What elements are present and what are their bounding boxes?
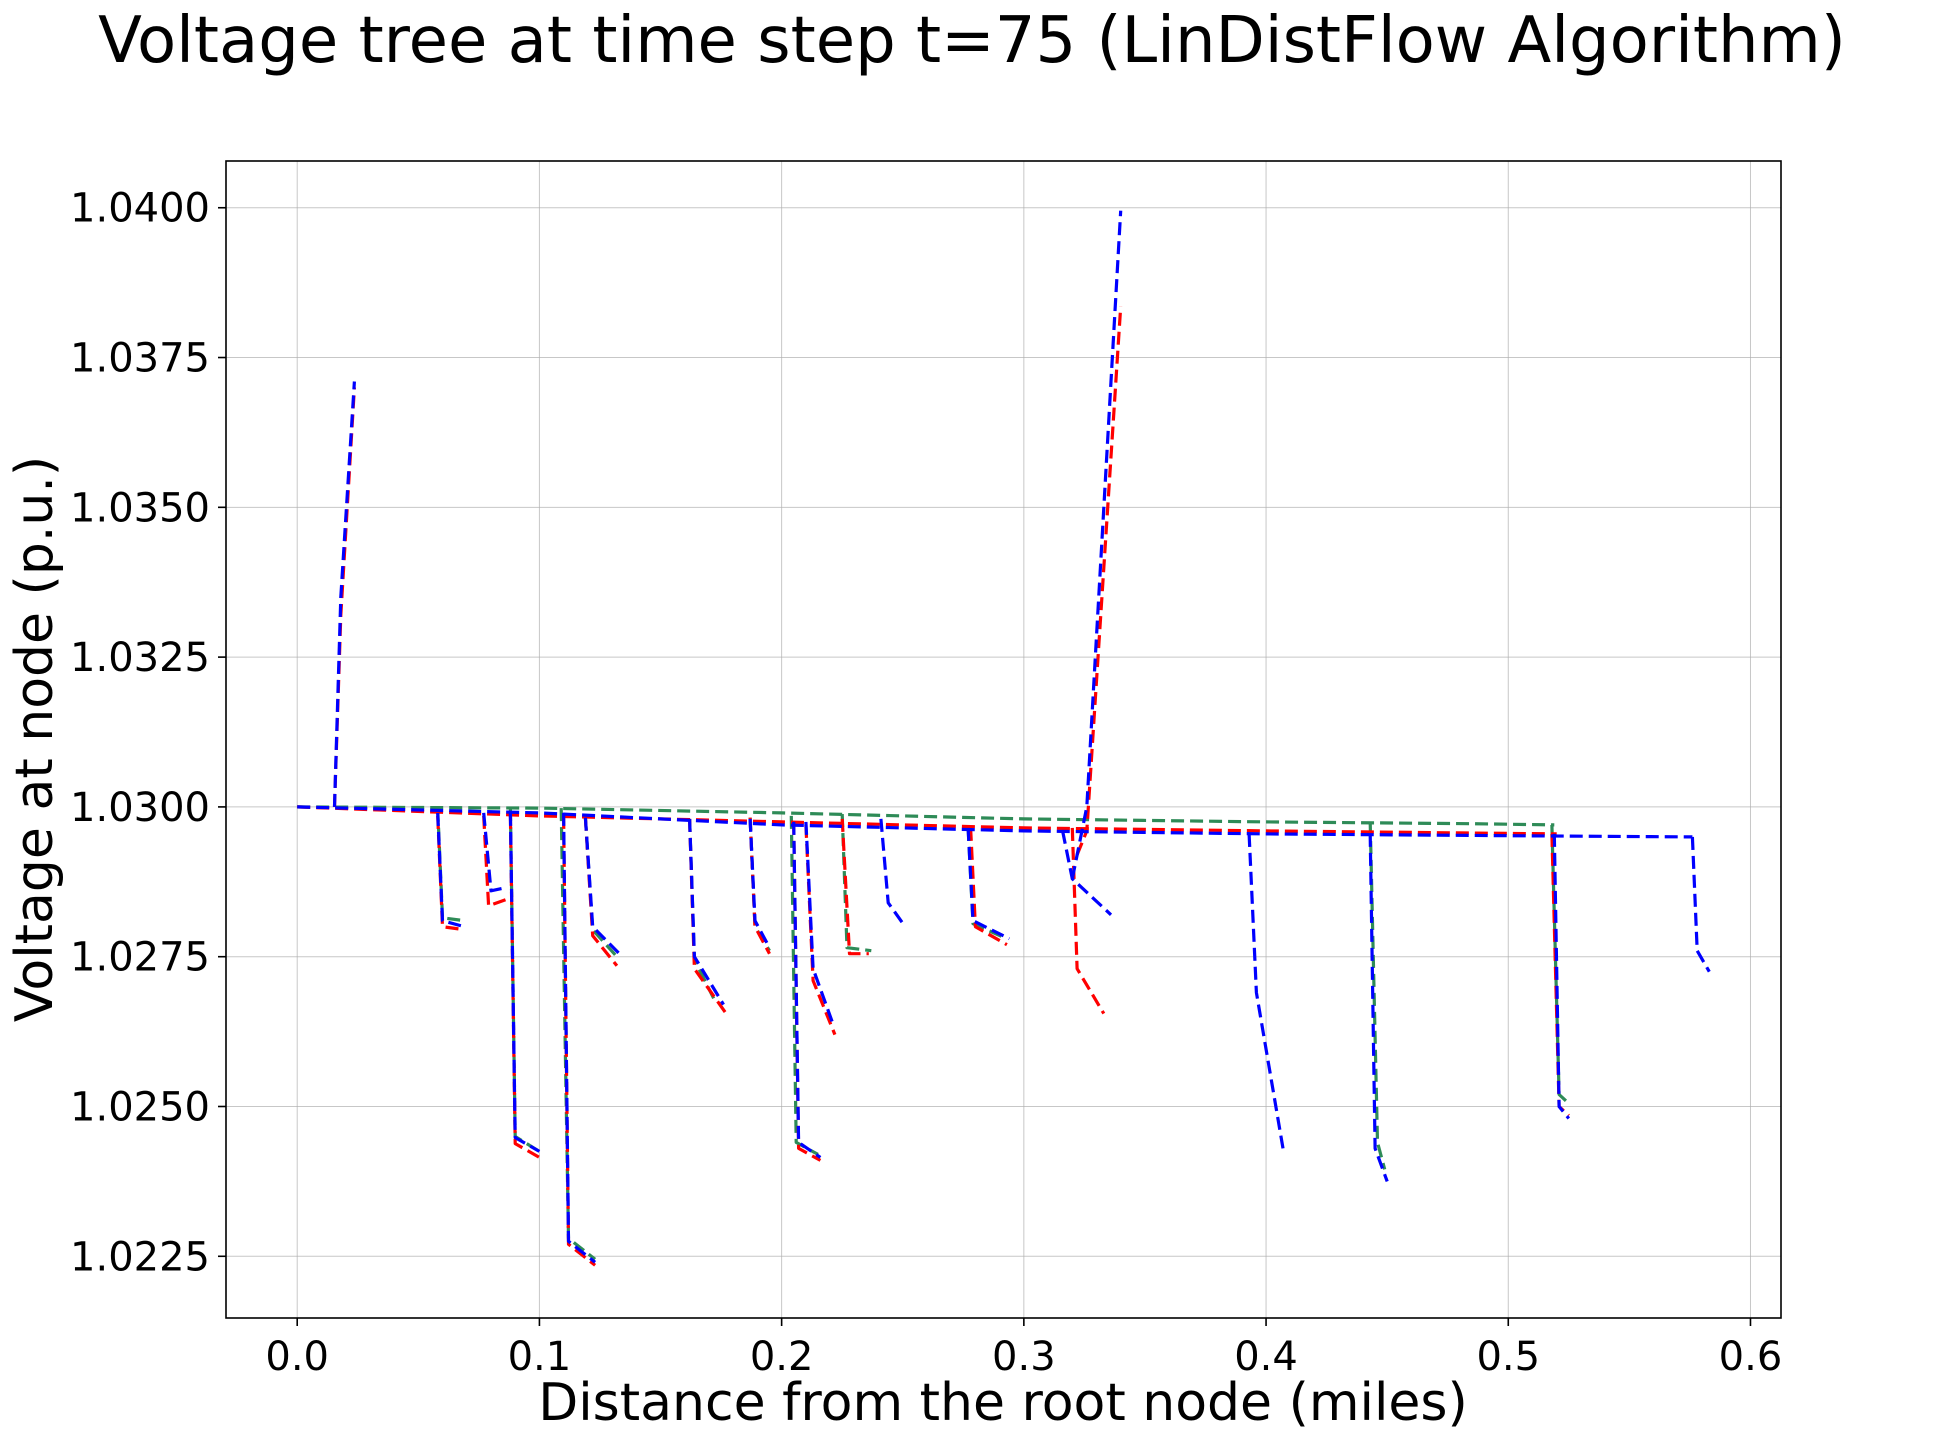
series-2-segment-9 <box>792 821 822 1159</box>
series-1-segment-6 <box>583 817 619 967</box>
series-1-segment-4 <box>508 815 541 1159</box>
x-tick-label: 0.0 <box>265 1334 329 1380</box>
chart-title: Voltage tree at time step t=75 (LinDistF… <box>98 4 1846 78</box>
y-axis-ticks: 1.0225 1.0250 1.0275 1.0300 1.0325 1.0350 1.03… <box>70 186 226 1280</box>
series-1-segment-10 <box>804 824 837 1036</box>
series-0-segment-11 <box>1550 824 1570 1105</box>
series-1-segment-11 <box>840 818 869 956</box>
y-tick-label: 1.0400 <box>70 186 210 232</box>
series-2-segment-6 <box>583 817 621 955</box>
x-axis-label: Distance from the root node (miles) <box>538 1373 1468 1433</box>
series-2 <box>297 210 1711 1264</box>
series-2-segment-18 <box>1690 836 1711 973</box>
series-2-segment-4 <box>508 812 541 1153</box>
grid <box>226 161 1781 1318</box>
plot-lines <box>297 210 1711 1267</box>
series-2-segment-1 <box>332 381 356 807</box>
series-2-segment-7 <box>688 818 725 1006</box>
x-tick-label: 0.1 <box>508 1334 572 1380</box>
y-tick-label: 1.0375 <box>70 336 210 382</box>
y-tick-label: 1.0275 <box>70 935 210 981</box>
series-2-segment-2 <box>436 812 465 929</box>
plot-area-frame <box>225 160 1782 1319</box>
series-1-segment-0 <box>297 805 1557 836</box>
series-1 <box>297 306 1570 1267</box>
y-axis-label: Voltage at node (p.u.) <box>5 456 65 1022</box>
x-tick-label: 0.4 <box>1234 1334 1298 1380</box>
y-tick-label: 1.0350 <box>70 485 210 531</box>
series-0-segment-9 <box>966 827 1008 941</box>
series-0-segment-0 <box>297 805 1555 827</box>
y-tick-label: 1.0225 <box>70 1234 210 1280</box>
series-2-segment-5 <box>562 812 597 1264</box>
series-0-segment-4 <box>583 817 619 958</box>
y-tick-label: 1.0300 <box>70 785 210 831</box>
x-tick-label: 0.2 <box>750 1334 814 1380</box>
x-axis-ticks: 0.0 0.1 0.2 0.3 0.4 0.5 0.6 <box>265 1318 1782 1380</box>
x-tick-label: 0.5 <box>1476 1334 1540 1380</box>
series-2-segment-14 <box>1070 210 1123 880</box>
series-1-segment-3 <box>482 815 507 908</box>
series-2-segment-8 <box>748 818 771 949</box>
series-2-segment-10 <box>804 821 835 1024</box>
series-2-segment-16 <box>1368 833 1389 1182</box>
series-2-segment-0 <box>297 805 1693 839</box>
series-0-segment-10 <box>1368 821 1387 1170</box>
series-1-segment-12 <box>969 827 1008 947</box>
series-0-segment-1 <box>436 808 465 923</box>
series-1-segment-14 <box>1075 306 1123 856</box>
series-1-segment-7 <box>688 818 730 1018</box>
series-2-segment-12 <box>966 827 1011 941</box>
y-tick-label: 1.0325 <box>70 635 210 681</box>
series-1-segment-2 <box>436 815 465 932</box>
x-tick-label: 0.3 <box>992 1334 1056 1380</box>
y-tick-label: 1.0250 <box>70 1084 210 1130</box>
x-tick-label: 0.6 <box>1719 1334 1783 1380</box>
series-2-segment-17 <box>1552 833 1571 1120</box>
series-1-segment-9 <box>792 821 822 1162</box>
series-2-segment-15 <box>1247 833 1285 1149</box>
series-2-segment-11 <box>879 818 907 928</box>
series-2-segment-13 <box>1061 830 1113 916</box>
series-2-segment-3 <box>482 812 506 893</box>
